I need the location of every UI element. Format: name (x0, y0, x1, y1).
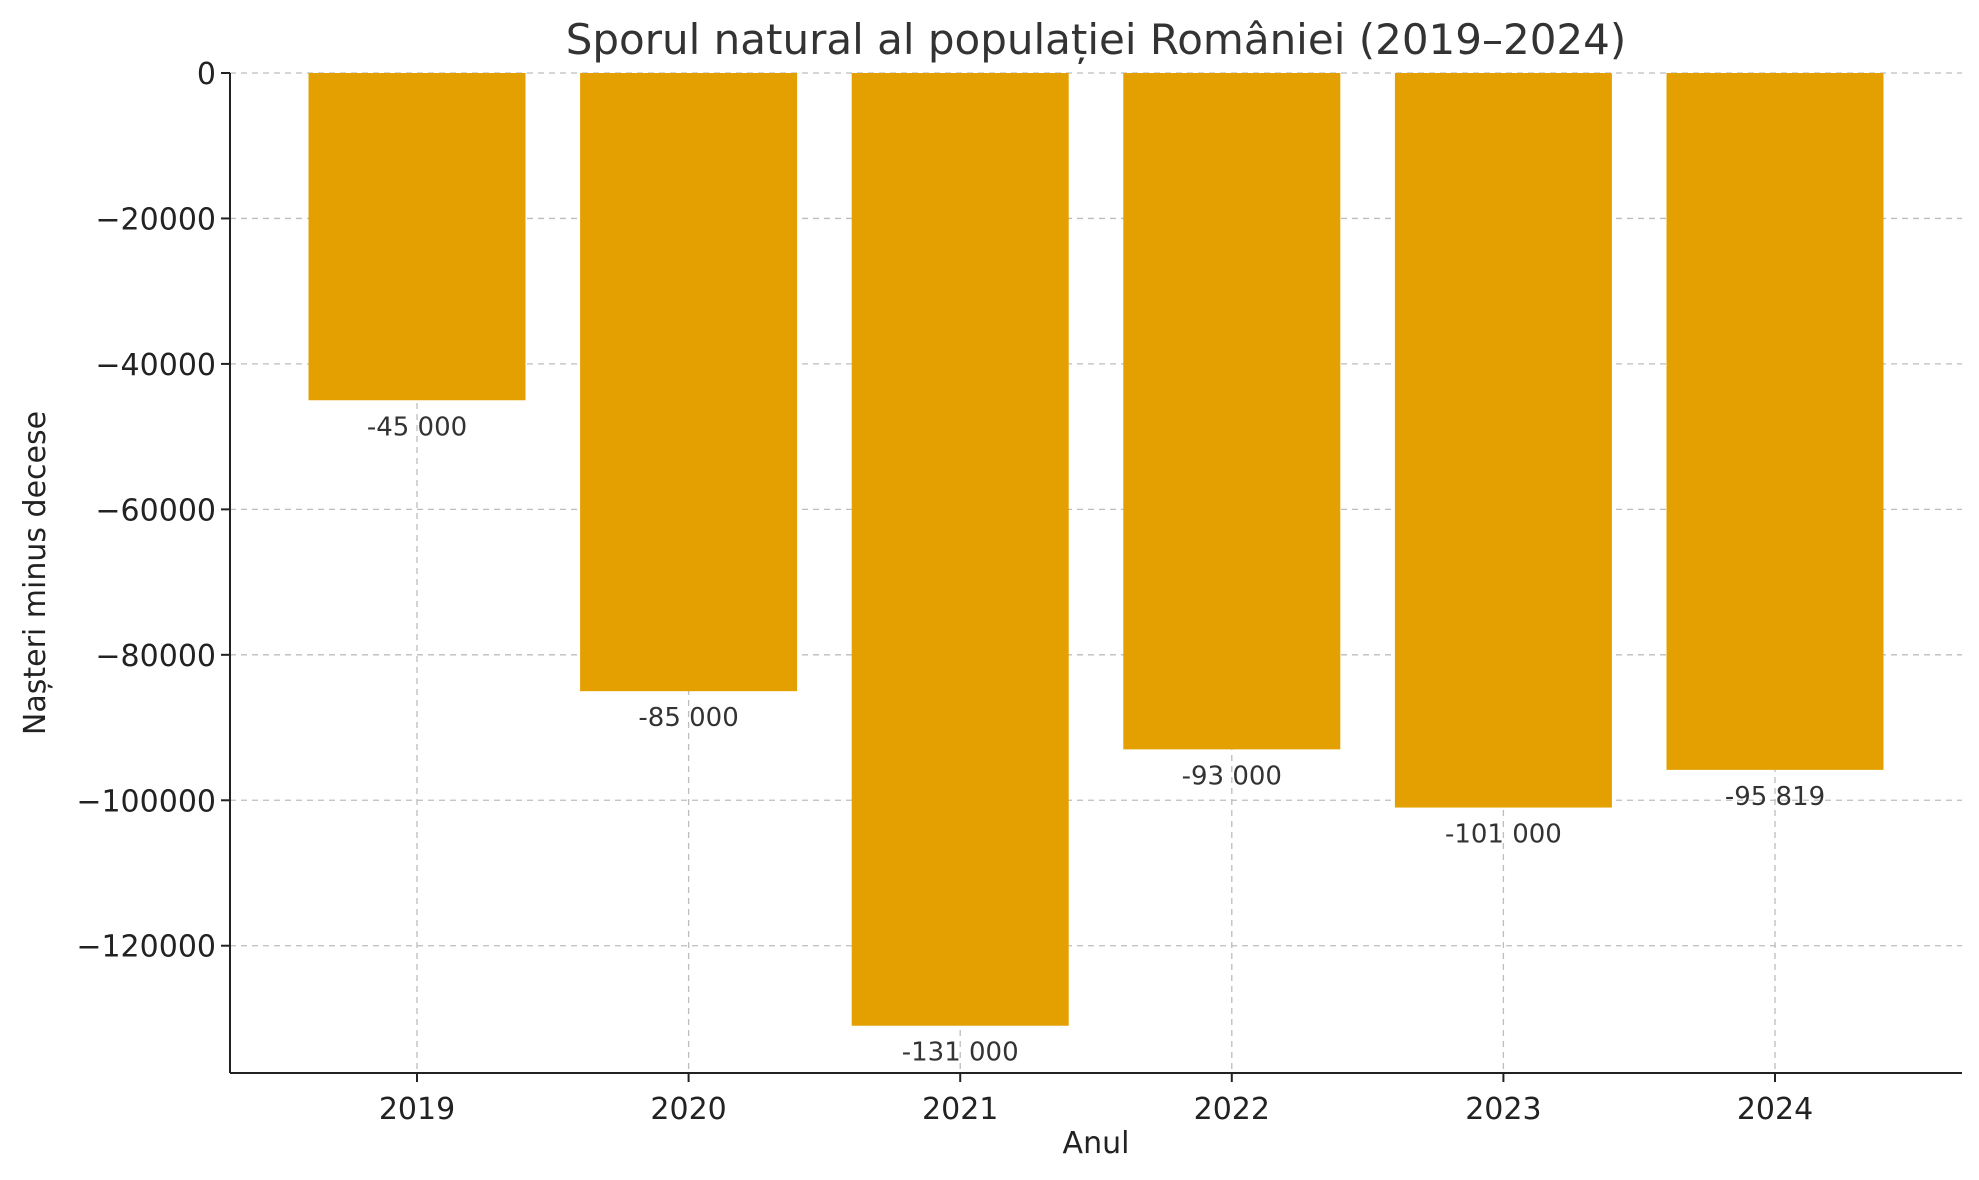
data-label-2021: -131 000 (902, 1038, 1019, 1068)
x-axis-label: Anul (1063, 1126, 1130, 1161)
data-label-2022: -93 000 (1182, 761, 1282, 791)
bar-2020 (580, 73, 798, 692)
y-tick-label: −40000 (95, 348, 216, 383)
x-tick-label-2020: 2020 (650, 1092, 726, 1127)
y-tick-label: −120000 (76, 930, 216, 965)
y-tick-label: −60000 (95, 493, 216, 528)
y-axis-label: Nașteri minus decese (18, 411, 53, 735)
chart-title: Sporul natural al populației României (2… (566, 15, 1627, 64)
bar-2019 (308, 73, 526, 401)
x-tick-label-2024: 2024 (1737, 1092, 1813, 1127)
y-tick-label: 0 (197, 57, 216, 92)
bars-layer (308, 73, 1884, 1026)
data-label-2023: -101 000 (1445, 820, 1562, 850)
x-tick-label-2021: 2021 (922, 1092, 998, 1127)
x-tick-label-2019: 2019 (379, 1092, 455, 1127)
y-tick-label: −80000 (95, 639, 216, 674)
data-label-2020: -85 000 (638, 703, 738, 733)
bar-2023 (1394, 73, 1612, 808)
bar-2022 (1123, 73, 1341, 750)
bar-2024 (1666, 73, 1884, 770)
data-label-2024: -95 819 (1725, 782, 1825, 812)
axes-layer (221, 72, 1962, 1082)
bar-2021 (851, 73, 1069, 1026)
x-tick-label-2023: 2023 (1465, 1092, 1541, 1127)
y-tick-label: −100000 (76, 784, 216, 819)
y-tick-label: −20000 (95, 202, 216, 237)
x-tick-label-2022: 2022 (1194, 1092, 1270, 1127)
labels-layer: 0 −20000 −40000 −60000 −80000 −100000 −120000 -… (76, 57, 1825, 1127)
data-label-2019: -45 000 (367, 412, 467, 442)
